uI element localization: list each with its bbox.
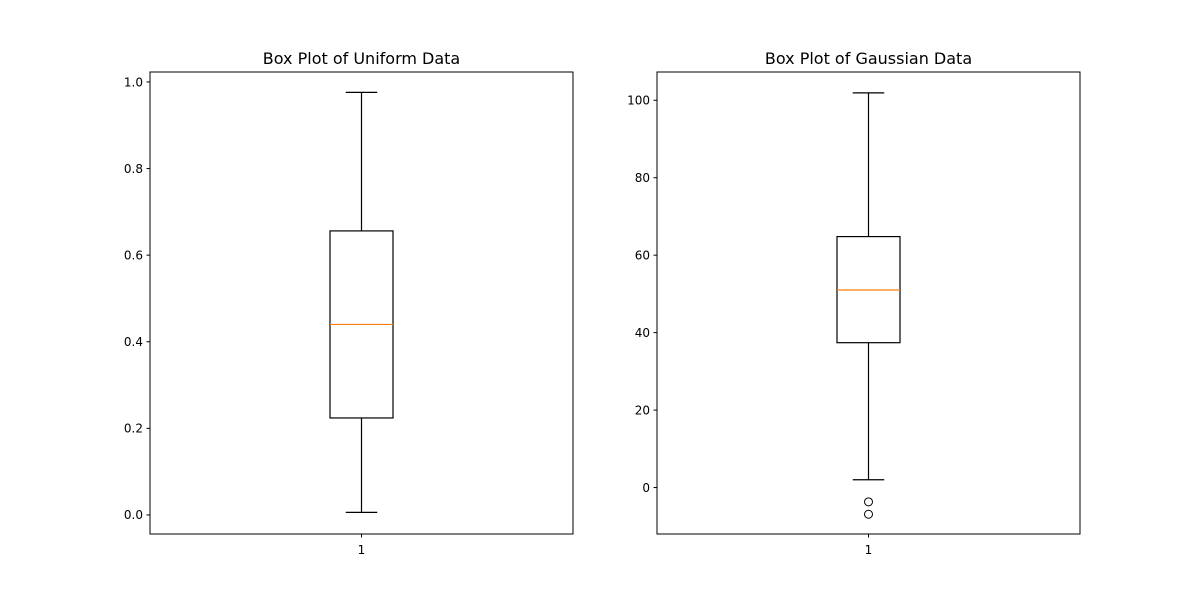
gaussian-box-plot-panel: Box Plot of Gaussian Data 0 20 40 60 80 100 1 (627, 49, 1081, 557)
gaussian-y-tick-label: 0 (642, 481, 650, 495)
gaussian-x-tick-label: 1 (865, 543, 873, 557)
gaussian-x-ticks: 1 (865, 534, 873, 557)
gaussian-y-tick-label: 40 (635, 326, 650, 340)
gaussian-chart-title: Box Plot of Gaussian Data (765, 49, 972, 68)
gaussian-y-tick-label: 60 (635, 248, 650, 262)
uniform-y-tick-label: 0.2 (124, 422, 143, 436)
gaussian-y-tick-label: 20 (635, 403, 650, 417)
uniform-y-ticks: 0.0 0.2 0.4 0.6 0.8 1.0 (124, 75, 150, 522)
gaussian-y-ticks: 0 20 40 60 80 100 (627, 94, 657, 495)
uniform-y-tick-label: 1.0 (124, 75, 143, 89)
gaussian-outlier-point (864, 497, 873, 507)
uniform-box-plot-panel: Box Plot of Uniform Data 0.0 0.2 0.4 0.6 0.8… (124, 49, 574, 557)
uniform-x-ticks: 1 (358, 534, 366, 557)
gaussian-outlier-point (864, 509, 873, 519)
uniform-box-marks (329, 91, 394, 513)
gaussian-box-marks (836, 92, 901, 519)
uniform-x-tick-label: 1 (358, 543, 366, 557)
uniform-chart-title: Box Plot of Uniform Data (263, 49, 460, 68)
uniform-y-tick-label: 0.8 (124, 162, 143, 176)
gaussian-y-tick-label: 80 (635, 171, 650, 185)
gaussian-y-tick-label: 100 (627, 94, 650, 108)
uniform-y-tick-label: 0.0 (124, 508, 143, 522)
uniform-y-tick-label: 0.6 (124, 248, 143, 262)
uniform-y-tick-label: 0.4 (124, 335, 143, 349)
